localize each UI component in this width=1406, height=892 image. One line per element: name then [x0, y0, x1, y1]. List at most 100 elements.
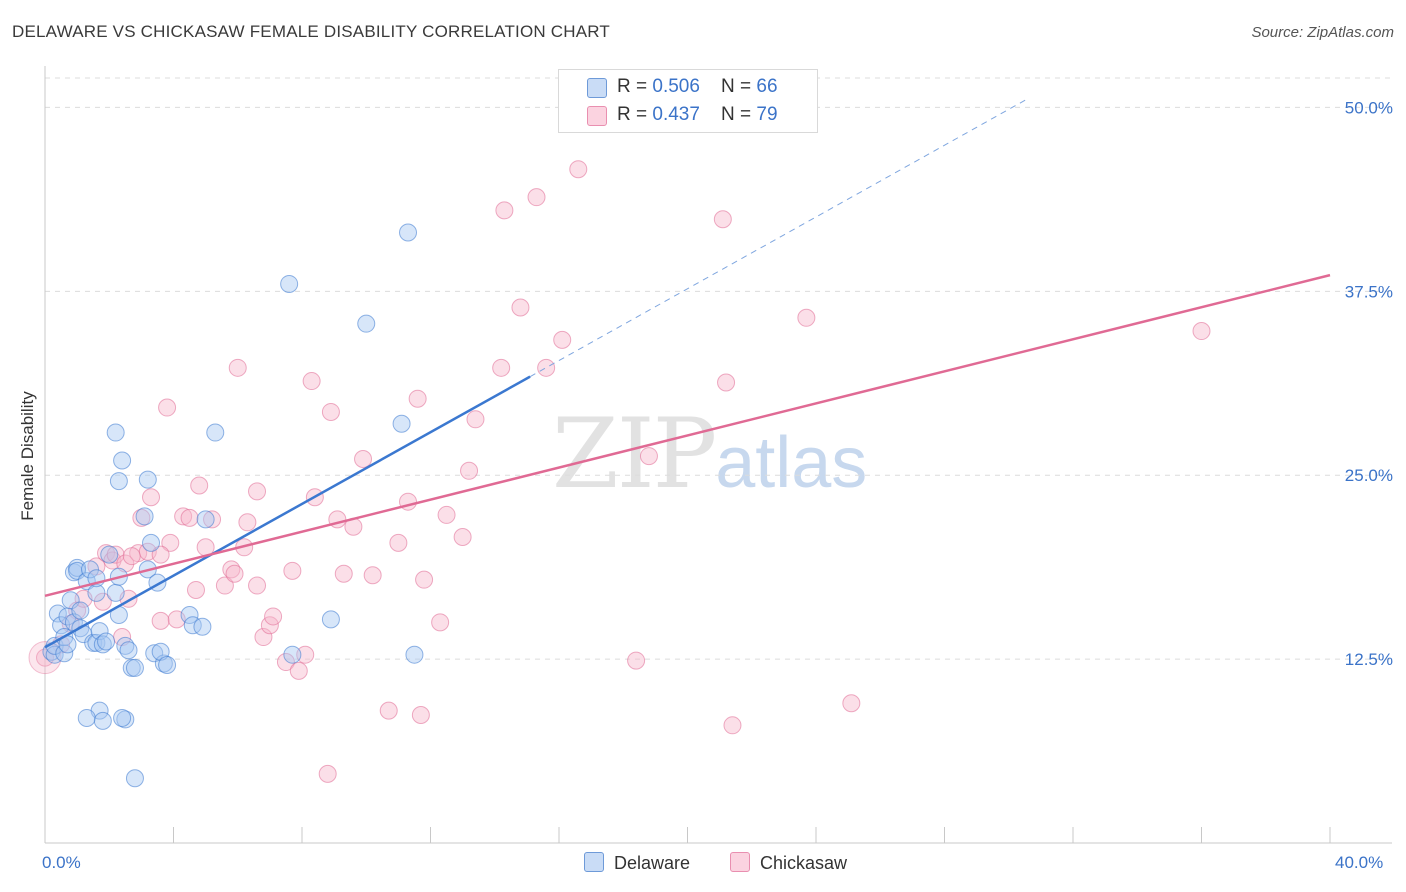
- data-point: [302, 372, 321, 391]
- data-point: [77, 708, 96, 727]
- data-point: [354, 450, 373, 469]
- data-point: [492, 358, 511, 377]
- data-point: [158, 398, 177, 417]
- data-point: [113, 708, 132, 727]
- data-point: [264, 607, 283, 626]
- data-point: [142, 488, 161, 507]
- data-point: [321, 402, 340, 421]
- bottom-legend-chickasaw: Chickasaw: [730, 852, 847, 874]
- data-point: [119, 641, 138, 660]
- data-point: [180, 605, 199, 624]
- grid-lines: [45, 77, 1392, 660]
- data-point: [100, 545, 119, 564]
- data-point: [183, 616, 202, 635]
- delaware-trend-line: [44, 375, 531, 649]
- data-point: [431, 613, 450, 632]
- legend-n-label: N =: [721, 76, 757, 97]
- data-point: [93, 592, 112, 611]
- data-point: [283, 645, 302, 664]
- watermark-zip: ZIP: [552, 398, 717, 510]
- data-point: [151, 642, 170, 661]
- data-point: [357, 314, 376, 333]
- data-point: [180, 508, 199, 527]
- data-point: [527, 188, 546, 207]
- y-tick-label: 37.5%: [1345, 282, 1393, 301]
- data-point: [411, 706, 430, 725]
- data-point: [93, 635, 112, 654]
- data-point: [206, 423, 225, 442]
- chickasaw-points: [28, 160, 1211, 783]
- x-tick-max: 40.0%: [1335, 853, 1384, 872]
- legend-text-delaware: R = 0.506 N = 66: [617, 76, 778, 98]
- data-point: [90, 622, 109, 641]
- data-point: [80, 560, 99, 579]
- legend-r-label: R =: [617, 104, 653, 125]
- data-point: [190, 476, 209, 495]
- data-point: [280, 274, 299, 293]
- data-point: [627, 651, 646, 670]
- data-point: [1192, 322, 1211, 341]
- data-point: [321, 610, 340, 629]
- bottom-legend-label-delaware: Delaware: [614, 853, 691, 873]
- data-point: [93, 711, 112, 730]
- data-point: [196, 510, 215, 529]
- data-point: [132, 508, 151, 527]
- legend-r-value: 0.506: [652, 76, 700, 97]
- correlation-legend: R = 0.506 N = 66 R = 0.437 N = 79: [558, 69, 818, 133]
- data-point: [113, 451, 132, 470]
- data-point: [151, 611, 170, 630]
- data-point: [254, 628, 273, 647]
- data-point: [399, 223, 418, 242]
- chart-title: DELAWARE VS CHICKASAW FEMALE DISABILITY …: [12, 22, 611, 41]
- data-point: [154, 654, 173, 673]
- delaware-trend-extension: [529, 98, 1029, 378]
- data-point: [392, 414, 411, 433]
- data-point: [389, 533, 408, 552]
- data-point: [116, 710, 135, 729]
- data-point: [537, 358, 556, 377]
- data-point: [405, 645, 424, 664]
- data-point: [842, 694, 861, 713]
- data-point: [248, 482, 267, 501]
- bottom-legend-swatch-chickasaw: [730, 852, 750, 872]
- data-point: [717, 373, 736, 392]
- data-point: [87, 633, 106, 652]
- data-point: [318, 764, 337, 783]
- data-point: [106, 423, 125, 442]
- source-label: Source: ZipAtlas.com: [1251, 24, 1394, 41]
- data-point: [116, 554, 135, 573]
- legend-swatch-delaware: [587, 78, 607, 98]
- watermark: ZIPatlas: [552, 398, 867, 510]
- data-point: [225, 564, 244, 583]
- data-point: [106, 583, 125, 602]
- axes: [44, 66, 1392, 844]
- watermark-atlas: atlas: [715, 423, 868, 503]
- data-point: [142, 533, 161, 552]
- data-point: [151, 545, 170, 564]
- data-point: [639, 447, 658, 466]
- data-point: [569, 160, 588, 179]
- data-point: [466, 410, 485, 429]
- data-point: [125, 658, 144, 677]
- legend-n-label: N =: [721, 104, 757, 125]
- data-point: [97, 632, 116, 651]
- data-point: [797, 308, 816, 327]
- chickasaw-trend-line: [44, 273, 1331, 598]
- legend-r-value: 0.437: [652, 104, 700, 125]
- legend-text-chickasaw: R = 0.437 N = 79: [617, 104, 778, 126]
- data-point: [453, 528, 472, 546]
- legend-r-label: R =: [617, 76, 653, 97]
- y-tick-labels: 12.5% 25.0% 37.5% 50.0%: [1345, 98, 1393, 669]
- data-point: [437, 505, 456, 524]
- legend-n-value: 66: [756, 76, 778, 97]
- data-point: [71, 601, 90, 620]
- data-point: [109, 472, 128, 491]
- data-point: [363, 566, 382, 585]
- y-tick-label: 25.0%: [1345, 466, 1393, 485]
- trend-lines: [44, 98, 1331, 649]
- data-point: [334, 564, 353, 583]
- y-tick-label: 50.0%: [1345, 98, 1393, 117]
- data-point: [460, 461, 479, 480]
- data-point: [283, 561, 302, 580]
